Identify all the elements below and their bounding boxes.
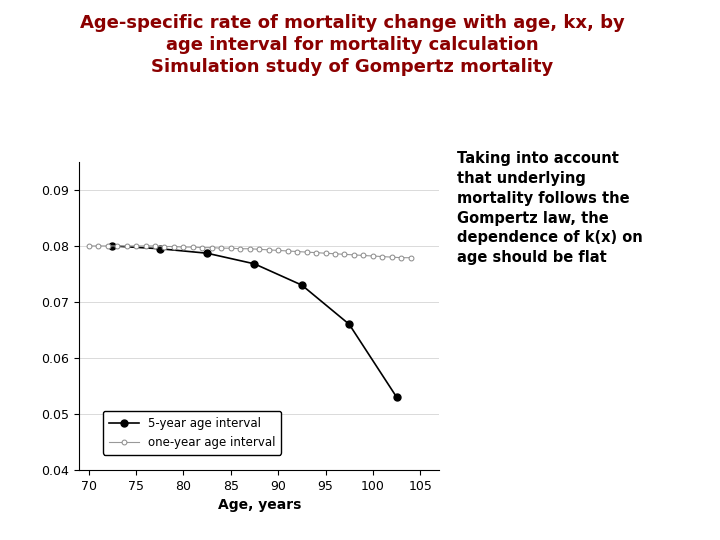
5-year age interval xyxy=(250,261,258,267)
one-year age interval xyxy=(227,245,235,252)
one-year age interval xyxy=(255,246,264,253)
one-year age interval xyxy=(274,247,282,254)
one-year age interval xyxy=(84,242,93,249)
one-year age interval xyxy=(302,249,311,255)
one-year age interval xyxy=(103,242,112,249)
Text: Age-specific rate of mortality change with age, kx, by
age interval for mortalit: Age-specific rate of mortality change wi… xyxy=(80,14,624,76)
one-year age interval xyxy=(198,245,207,251)
one-year age interval xyxy=(132,242,140,249)
one-year age interval xyxy=(150,242,159,249)
one-year age interval xyxy=(189,244,197,251)
5-year age interval xyxy=(392,394,401,400)
one-year age interval xyxy=(122,242,131,249)
one-year age interval xyxy=(179,244,188,251)
one-year age interval xyxy=(407,254,415,261)
one-year age interval xyxy=(141,242,150,249)
one-year age interval xyxy=(246,246,254,252)
one-year age interval xyxy=(217,245,225,252)
one-year age interval xyxy=(369,253,377,259)
one-year age interval xyxy=(207,245,216,251)
one-year age interval xyxy=(397,254,405,261)
one-year age interval xyxy=(94,242,102,249)
Line: one-year age interval: one-year age interval xyxy=(86,244,413,260)
one-year age interval xyxy=(340,251,348,258)
one-year age interval xyxy=(293,248,302,255)
one-year age interval xyxy=(264,247,273,253)
5-year age interval xyxy=(108,242,117,249)
one-year age interval xyxy=(160,243,168,249)
one-year age interval xyxy=(113,242,122,249)
one-year age interval xyxy=(330,251,339,257)
5-year age interval xyxy=(345,321,354,328)
one-year age interval xyxy=(283,248,292,254)
one-year age interval xyxy=(387,254,396,260)
Legend: 5-year age interval, one-year age interval: 5-year age interval, one-year age interv… xyxy=(103,411,282,455)
X-axis label: Age, years: Age, years xyxy=(217,498,301,512)
one-year age interval xyxy=(312,249,320,256)
one-year age interval xyxy=(359,252,368,259)
5-year age interval xyxy=(203,250,212,256)
Text: Taking into account
that underlying
mortality follows the
Gompertz law, the
depe: Taking into account that underlying mort… xyxy=(457,151,643,265)
one-year age interval xyxy=(378,253,387,260)
one-year age interval xyxy=(236,246,245,252)
Line: 5-year age interval: 5-year age interval xyxy=(109,242,400,401)
one-year age interval xyxy=(170,243,179,249)
one-year age interval xyxy=(350,252,359,258)
5-year age interval xyxy=(297,282,306,288)
5-year age interval xyxy=(156,246,164,252)
one-year age interval xyxy=(321,250,330,256)
